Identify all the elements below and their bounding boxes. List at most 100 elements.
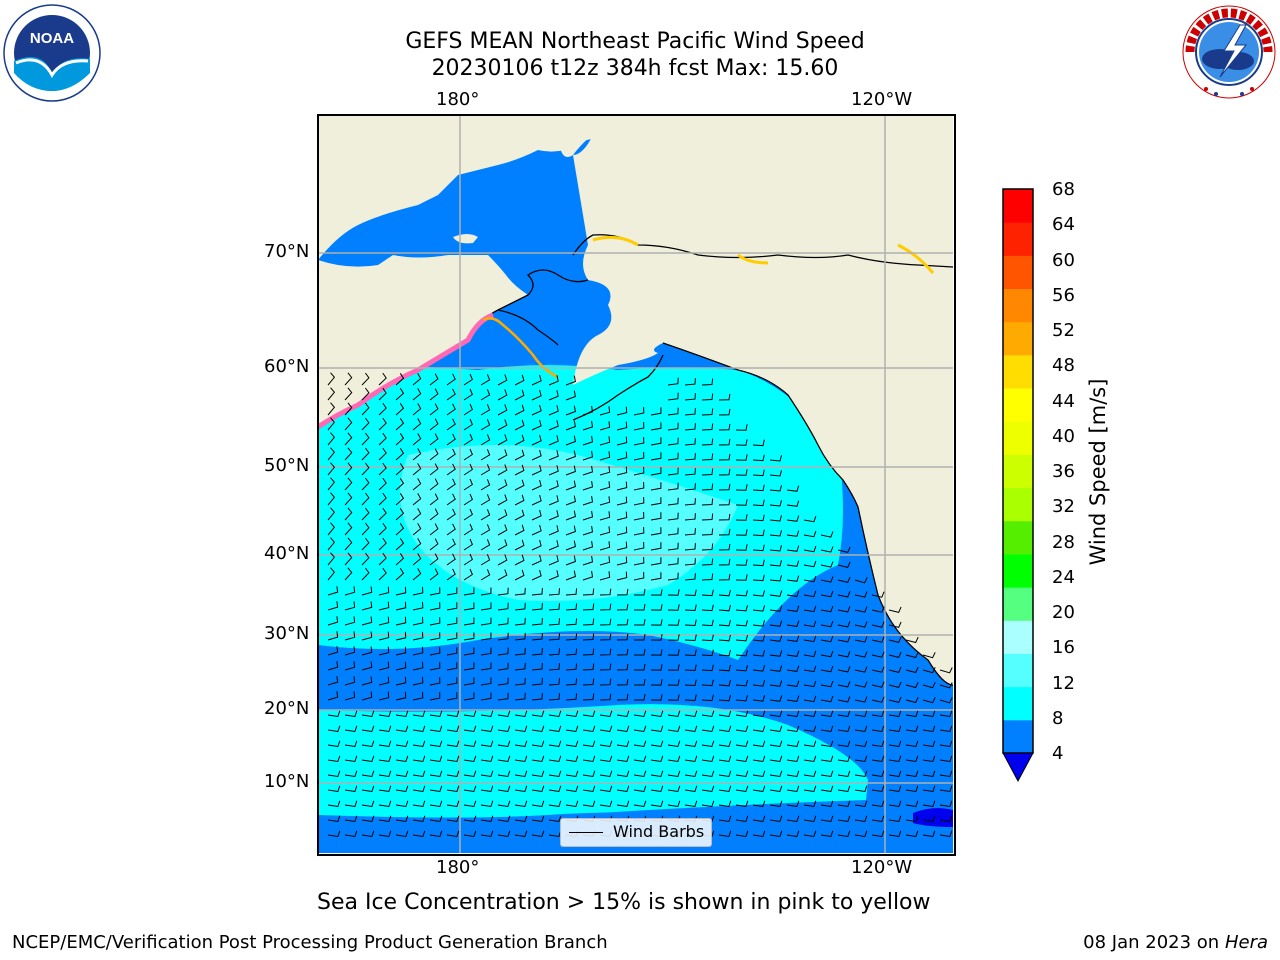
lat-label-30n: 30°N xyxy=(264,623,310,644)
wind-barb xyxy=(735,695,748,702)
wind-barb xyxy=(565,663,578,671)
coastline-north-america xyxy=(662,342,953,686)
colorbar-cell xyxy=(1003,719,1033,754)
wind-barb xyxy=(463,523,474,536)
wind-barb xyxy=(344,402,353,416)
wind-barb xyxy=(667,542,679,551)
wind-barb xyxy=(905,710,919,718)
wind-barb xyxy=(463,755,477,763)
wind-barb xyxy=(463,647,475,656)
wind-barb xyxy=(684,725,698,733)
wind-barb xyxy=(548,555,559,566)
wind-barb xyxy=(565,710,579,718)
wind-barb xyxy=(786,695,800,702)
wind-barb xyxy=(327,631,339,641)
wind-barb xyxy=(395,800,409,808)
wind-barb xyxy=(463,725,477,733)
wind-barb xyxy=(344,676,356,686)
wind-barb xyxy=(650,634,663,641)
wind-barb xyxy=(650,785,664,793)
wind-barb xyxy=(922,697,936,704)
wind-barb xyxy=(531,662,543,671)
wind-barb xyxy=(718,408,731,416)
wind-barb xyxy=(497,617,509,626)
wind-barb xyxy=(378,522,387,536)
wind-barb xyxy=(480,647,492,656)
wind-barb xyxy=(599,588,612,596)
wind-barb xyxy=(395,403,405,416)
wind-barb xyxy=(463,568,474,581)
wind-barb xyxy=(684,483,696,491)
wind-barb xyxy=(837,755,851,763)
wind-barb xyxy=(378,691,390,701)
wind-barb xyxy=(327,372,336,386)
colorbar-tick-label: 28 xyxy=(1052,531,1075,553)
wind-barb xyxy=(634,604,646,611)
wind-barb xyxy=(582,710,596,718)
wind-barb xyxy=(752,620,766,627)
wind-barb xyxy=(412,616,424,626)
wind-barb xyxy=(548,465,559,476)
wind-barb xyxy=(327,552,336,566)
wind-barb xyxy=(480,617,492,626)
wind-barb xyxy=(565,800,579,808)
wind-barb xyxy=(514,374,525,386)
wind-barb xyxy=(446,448,456,461)
wind-barb xyxy=(497,632,509,641)
wind-barb xyxy=(497,434,508,446)
wind-barb xyxy=(650,619,663,626)
wind-barb xyxy=(548,435,559,446)
wind-barb xyxy=(735,454,748,461)
wind-barb xyxy=(701,634,714,642)
wind-barb xyxy=(820,635,834,643)
wind-barb xyxy=(650,755,664,763)
wind-barb xyxy=(769,485,782,492)
wind-barb xyxy=(905,740,919,748)
wind-barb xyxy=(735,785,749,793)
wind-barb xyxy=(888,770,902,778)
wind-barb xyxy=(395,418,405,431)
wind-barb xyxy=(752,574,765,582)
wind-barb xyxy=(735,815,749,823)
wind-barb xyxy=(429,418,439,431)
wind-barb xyxy=(565,755,579,763)
wind-barb xyxy=(701,543,714,551)
wind-barb xyxy=(378,586,390,596)
wind-barb xyxy=(701,619,714,627)
wind-barb xyxy=(548,663,560,671)
wind-barb xyxy=(820,800,834,808)
wind-barb xyxy=(361,740,375,748)
wind-barb xyxy=(803,605,817,613)
wind-barb xyxy=(378,616,390,626)
land-arctic-island-1 xyxy=(858,145,934,189)
wind-barb xyxy=(684,604,697,612)
wind-barb xyxy=(446,800,460,808)
wind-barb xyxy=(565,480,576,491)
wind-barb xyxy=(446,785,460,793)
wind-barb xyxy=(837,725,851,733)
wind-barb xyxy=(769,725,783,733)
wind-barb xyxy=(395,785,409,793)
wind-barb xyxy=(650,572,662,581)
wind-barb xyxy=(905,725,919,733)
land-siberia-coast xyxy=(318,115,618,260)
wind-barb xyxy=(888,725,902,733)
wind-barb xyxy=(344,710,358,718)
wind-barb xyxy=(480,770,494,778)
wind-barb xyxy=(922,815,936,823)
wind-barb xyxy=(752,740,766,748)
wind-barb xyxy=(395,508,405,521)
wind-barb xyxy=(854,666,868,673)
wind-barb xyxy=(497,662,509,671)
wind-barb xyxy=(412,418,422,431)
wind-barb xyxy=(837,800,851,808)
wind-barb xyxy=(633,785,647,793)
colorbar-tick-label: 60 xyxy=(1052,249,1075,271)
wind-barb xyxy=(446,433,456,446)
wind-barb xyxy=(531,830,545,838)
wind-barb xyxy=(361,417,370,431)
wind-barb xyxy=(565,465,576,476)
wind-barb xyxy=(837,681,851,688)
wind-barb xyxy=(344,432,353,446)
wind-barb xyxy=(582,480,594,491)
